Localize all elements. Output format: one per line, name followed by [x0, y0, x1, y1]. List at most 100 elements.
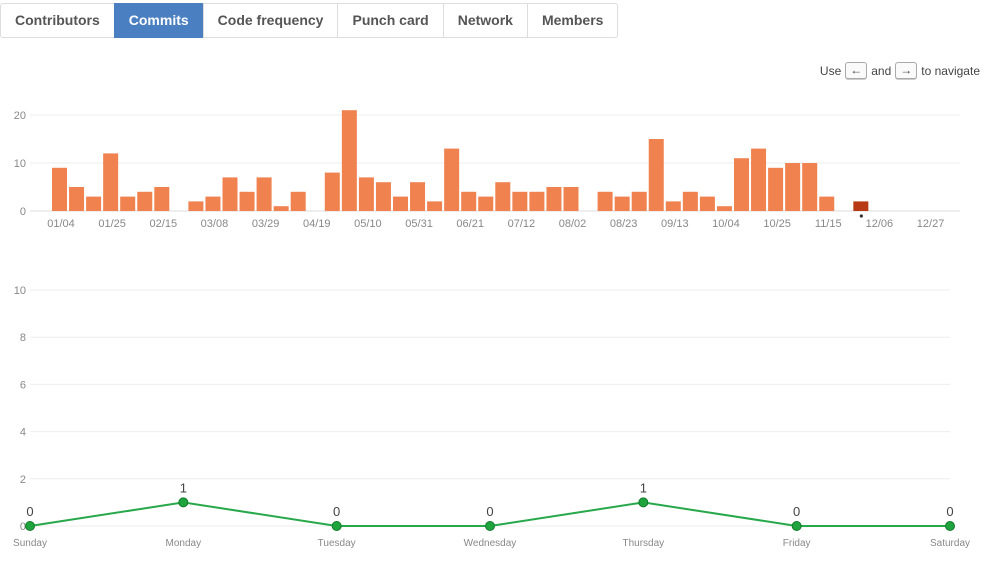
week-bar[interactable]	[375, 182, 391, 211]
week-bar[interactable]	[273, 206, 289, 211]
week-bar[interactable]	[495, 182, 511, 211]
tab-contributors[interactable]: Contributors	[0, 3, 115, 38]
week-bar[interactable]	[205, 196, 221, 211]
selected-week-bar[interactable]	[853, 201, 869, 211]
tab-members[interactable]: Members	[526, 3, 619, 38]
week-bar[interactable]	[819, 196, 835, 211]
x-category-label: Sunday	[13, 538, 47, 549]
week-bar[interactable]	[154, 187, 170, 211]
week-bar[interactable]	[427, 201, 443, 211]
week-bar[interactable]	[188, 201, 204, 211]
data-point[interactable]	[791, 521, 802, 531]
data-label: 0	[486, 504, 493, 519]
x-tick-label: 06/21	[456, 218, 484, 230]
week-bar[interactable]	[256, 177, 272, 211]
weekly-commits-bar-chart[interactable]: 0 10 20 01/04 01/25 02/15 03/08 03/29 04/19 05/10…	[0, 0, 1003, 240]
nav-hint-middle: and	[871, 63, 892, 78]
data-label: 0	[946, 504, 953, 519]
x-tick-label: 07/12	[508, 218, 536, 230]
x-tick-label: 12/06	[866, 218, 894, 230]
week-bar[interactable]	[86, 196, 102, 211]
left-arrow-key[interactable]: ←	[845, 62, 868, 79]
x-tick-label: 01/04	[47, 218, 75, 230]
week-bar[interactable]	[444, 148, 460, 211]
week-bar[interactable]	[137, 191, 153, 211]
tab-commits[interactable]: Commits	[113, 3, 204, 38]
y-tick-label: 2	[20, 474, 26, 486]
week-bar[interactable]	[614, 196, 630, 211]
week-bar[interactable]	[768, 167, 784, 211]
x-category-label: Friday	[783, 538, 811, 549]
week-bar[interactable]	[597, 191, 613, 211]
y-tick-label: 6	[20, 379, 26, 391]
week-bar[interactable]	[239, 191, 255, 211]
week-bar[interactable]	[120, 196, 136, 211]
week-bar[interactable]	[802, 163, 818, 211]
week-bar[interactable]	[529, 191, 545, 211]
data-point[interactable]	[178, 497, 189, 508]
x-tick-label: 01/25	[98, 218, 126, 230]
y-tick-label: 10	[14, 285, 26, 297]
data-point[interactable]	[25, 521, 35, 531]
tab-code-frequency[interactable]: Code frequency	[202, 3, 339, 38]
nav-hint-suffix: to navigate	[921, 63, 980, 78]
x-tick-label: 05/10	[354, 218, 382, 230]
x-tick-label: 05/31	[405, 218, 433, 230]
week-bar[interactable]	[512, 191, 528, 211]
tab-punch-card[interactable]: Punch card	[337, 3, 444, 38]
x-tick-label: 12/27	[917, 218, 945, 230]
week-bar[interactable]	[546, 187, 562, 211]
data-label: 0	[793, 504, 800, 519]
y-tick-label: 20	[14, 110, 26, 122]
week-bar[interactable]	[222, 177, 238, 211]
x-tick-label: 10/25	[763, 218, 791, 230]
x-tick-label: 08/02	[559, 218, 587, 230]
week-bar[interactable]	[52, 167, 67, 211]
x-tick-label: 08/23	[610, 218, 638, 230]
week-bar[interactable]	[69, 187, 85, 211]
navigation-hint: Use ← and → to navigate	[820, 62, 980, 79]
week-bar[interactable]	[563, 187, 579, 211]
data-point[interactable]	[945, 521, 955, 531]
y-tick-label: 0	[20, 521, 26, 533]
y-tick-label: 0	[20, 206, 26, 218]
week-bar[interactable]	[631, 191, 647, 211]
week-bar[interactable]	[716, 206, 732, 211]
x-tick-label: 02/15	[150, 218, 178, 230]
tab-bar: Contributors Commits Code frequency Punc…	[0, 3, 619, 38]
week-bar[interactable]	[734, 158, 749, 211]
data-point[interactable]	[638, 497, 649, 508]
week-bar[interactable]	[751, 148, 767, 211]
right-arrow-key[interactable]: →	[895, 62, 918, 79]
data-point[interactable]	[331, 521, 342, 531]
week-bar[interactable]	[341, 110, 357, 211]
data-label: 0	[333, 504, 340, 519]
week-bar[interactable]	[324, 172, 340, 211]
week-bar[interactable]	[785, 163, 801, 211]
week-bar[interactable]	[461, 191, 477, 211]
week-bar[interactable]	[290, 191, 306, 211]
week-bar[interactable]	[103, 153, 119, 211]
week-bar[interactable]	[665, 201, 681, 211]
x-tick-label: 11/15	[815, 218, 842, 230]
x-category-label: Saturday	[930, 538, 970, 549]
x-tick-label: 04/19	[303, 218, 331, 230]
y-tick-label: 8	[20, 332, 26, 344]
week-bar[interactable]	[410, 182, 426, 211]
x-category-label: Thursday	[622, 538, 664, 549]
week-bar[interactable]	[393, 196, 408, 211]
week-bar[interactable]	[358, 177, 374, 211]
x-tick-label: 09/13	[661, 218, 689, 230]
x-category-label: Monday	[166, 538, 202, 549]
data-point[interactable]	[485, 521, 495, 531]
x-category-label: Wednesday	[464, 538, 517, 549]
week-bar[interactable]	[699, 196, 715, 211]
week-bar[interactable]	[682, 191, 698, 211]
week-bar[interactable]	[478, 196, 494, 211]
week-bar[interactable]	[648, 139, 664, 211]
data-label: 1	[180, 480, 187, 495]
x-tick-label: 03/08	[201, 218, 229, 230]
nav-hint-prefix: Use	[819, 63, 842, 78]
tab-network[interactable]: Network	[442, 3, 528, 38]
